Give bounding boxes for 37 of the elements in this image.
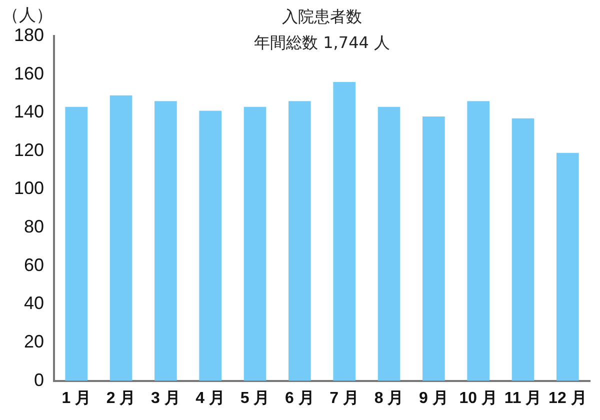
x-tick-label: 5 月 [240, 390, 270, 407]
y-tick-label: 20 [24, 331, 44, 352]
y-tick-label: 80 [24, 216, 44, 237]
bar [199, 110, 222, 381]
y-tick-label: 60 [24, 254, 44, 275]
y-tick-label: 100 [14, 178, 44, 198]
y-tick-label: 0 [34, 370, 44, 390]
x-tick-label: 12 月 [548, 390, 587, 407]
x-tick-label: 1 月 [62, 390, 92, 407]
x-tick-label: 10 月 [459, 390, 498, 407]
y-axis-title: （人） [2, 5, 53, 26]
bar [556, 152, 579, 381]
bar [467, 101, 490, 381]
y-tick-label: 40 [24, 293, 44, 314]
chart-title: 入院患者数 [282, 7, 362, 26]
bar [154, 101, 177, 381]
y-tick-label: 140 [14, 102, 44, 122]
bar [65, 106, 88, 381]
bar [288, 101, 311, 381]
bar [110, 95, 132, 381]
x-tick-label: 11 月 [504, 390, 542, 407]
y-tick-label: 160 [14, 63, 44, 84]
x-tick-label: 2 月 [106, 390, 136, 407]
x-tick-label: 9 月 [419, 390, 448, 407]
bar [512, 118, 534, 381]
chart-subtitle: 年間総数 1,744 人 [254, 33, 390, 52]
bar [333, 82, 356, 381]
x-tick-label: 3 月 [151, 390, 180, 407]
x-tick-label: 4 月 [196, 390, 226, 407]
x-tick-label: 6 月 [285, 390, 314, 407]
bar [422, 116, 445, 381]
x-tick-label: 8 月 [374, 390, 404, 407]
bar [244, 106, 266, 381]
y-tick-label: 180 [14, 24, 44, 45]
x-tick-label: 7 月 [330, 390, 360, 407]
bar [378, 106, 400, 381]
y-tick-label: 120 [14, 140, 44, 160]
